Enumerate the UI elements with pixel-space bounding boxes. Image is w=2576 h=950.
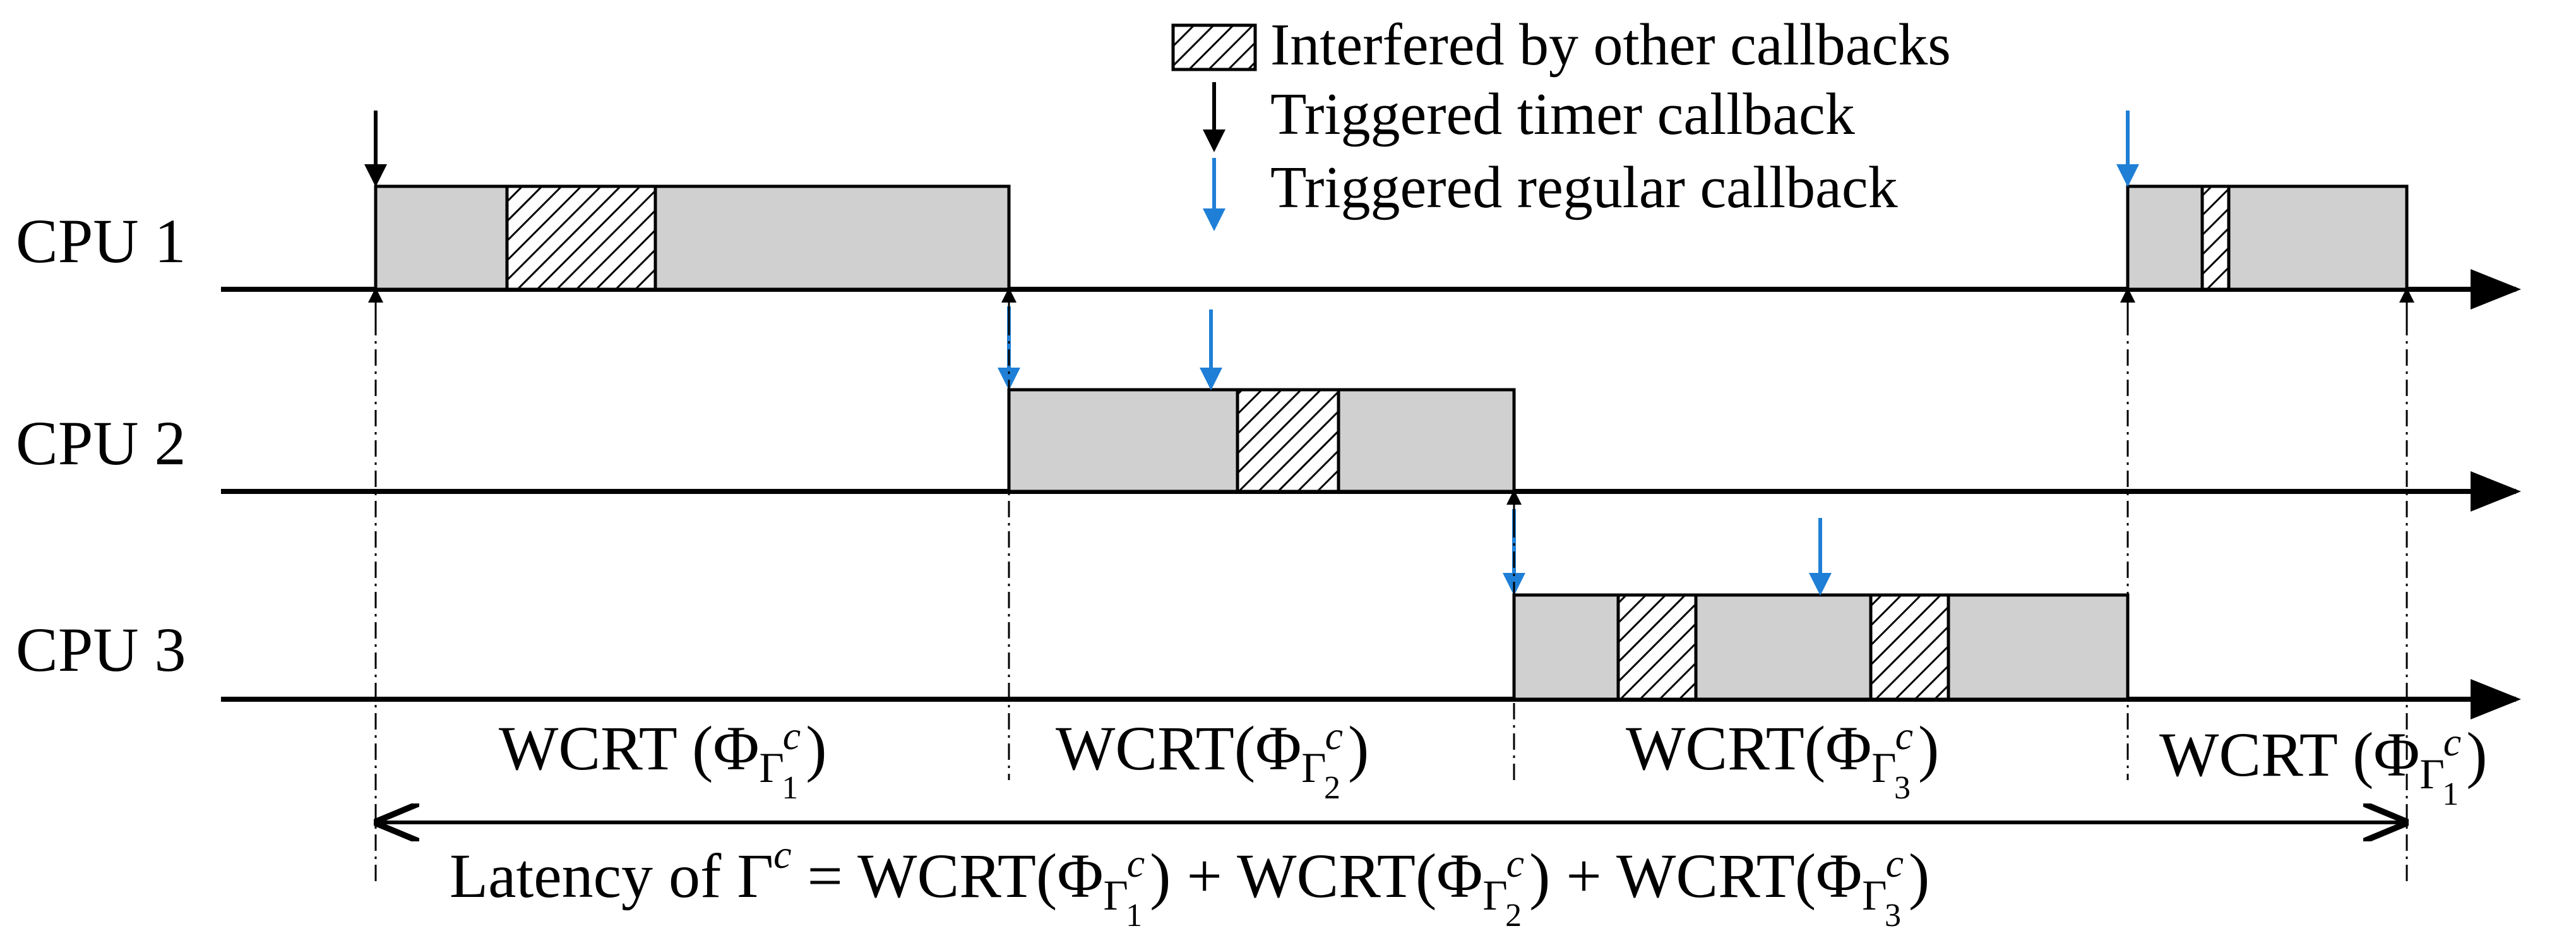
legend-timer-label: Triggered timer callback: [1270, 81, 1855, 147]
legend: Interfered by other callbacks Triggered …: [1171, 12, 1951, 231]
cpu-1-callback-block-1: [374, 184, 1011, 291]
cpu-2-interference: [1236, 388, 1340, 493]
latency-formula: Latency of Γc = WCRT(ΦΓc 1) + WCRT(ΦΓc 2) …: [450, 832, 1929, 934]
legend-interfered-label: Interfered by other callbacks: [1270, 12, 1951, 78]
cpu-1-label: CPU 1: [16, 206, 186, 276]
wcrt-label-3: WCRT(ΦΓc 3): [1626, 713, 1939, 806]
boundary-guides: [374, 319, 2408, 881]
legend-hatch-swatch: [1171, 23, 1257, 71]
cpu-3-label: CPU 3: [16, 615, 186, 685]
wcrt-label-2: WCRT(ΦΓc 2): [1056, 713, 1369, 806]
cpu-2-label: CPU 2: [16, 408, 186, 478]
wcrt-label-4: WCRT (ΦΓc 1): [2159, 719, 2488, 812]
legend-regular-label: Triggered regular callback: [1270, 155, 1898, 220]
cpu-1-callback-block-2: [2126, 184, 2409, 291]
cpu-1-interference-1: [505, 184, 657, 291]
cpu-1-interference-2: [2200, 184, 2231, 291]
wcrt-label-1: WCRT (ΦΓc 1): [499, 713, 827, 806]
cpu-3-interference-1: [1616, 593, 1698, 701]
cpu-3-interference-2: [1869, 593, 1950, 701]
cpu-3-callback-block: [1512, 593, 2130, 701]
